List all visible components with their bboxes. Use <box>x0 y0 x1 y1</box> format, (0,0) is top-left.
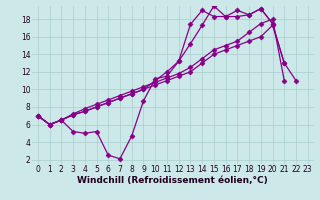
X-axis label: Windchill (Refroidissement éolien,°C): Windchill (Refroidissement éolien,°C) <box>77 176 268 185</box>
